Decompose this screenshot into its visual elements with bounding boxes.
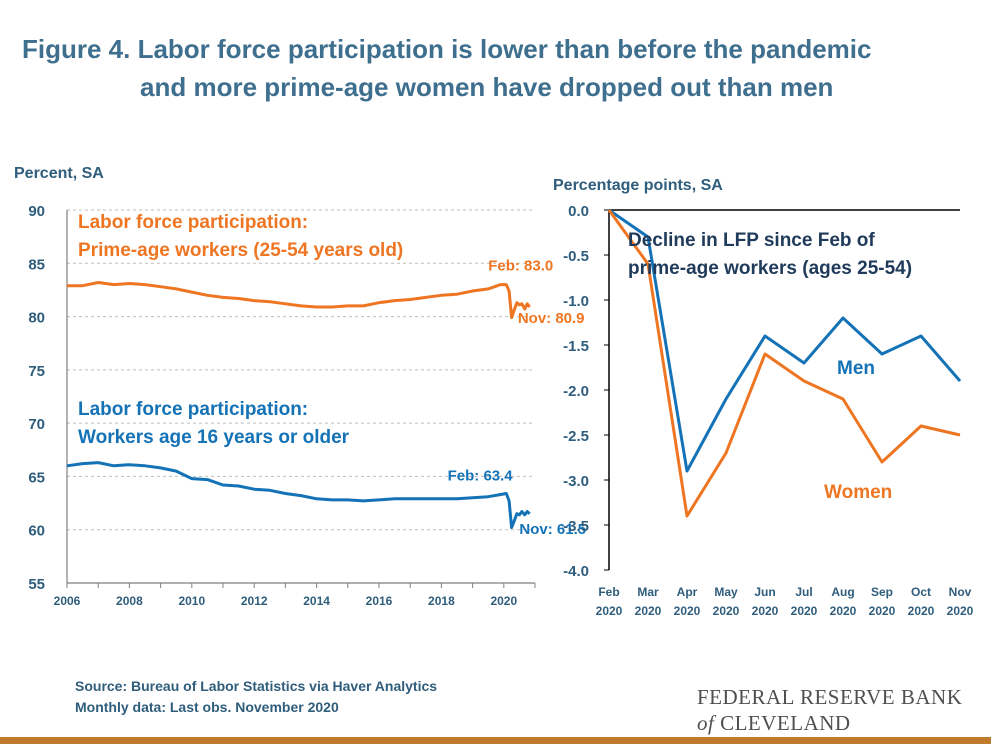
right-x-tick-month: Jul (795, 585, 812, 599)
men-decline-line (608, 208, 962, 473)
source-text: Source: Bureau of Labor Statistics via H… (75, 678, 438, 694)
right-axes (604, 209, 960, 571)
figure-title-line2: and more prime-age women have dropped ou… (140, 72, 834, 102)
left-annotations: Feb: 83.0 Nov: 80.9 Feb: 63.4 Nov: 61.5 (448, 258, 586, 538)
bottom-rule (0, 737, 991, 744)
left-gridlines (67, 209, 535, 531)
frb-cleveland-logo: FEDERAL RESERVE BANK of CLEVELAND (697, 684, 962, 736)
right-x-tick-month: Apr (677, 585, 698, 599)
logo-line1: FEDERAL RESERVE BANK (697, 685, 963, 709)
right-y-tick-label: -1.0 (563, 293, 589, 310)
right-y-tick-label: -3.0 (563, 473, 589, 490)
left-y-tick-label: 60 (28, 523, 45, 540)
right-x-tick-year: 2020 (830, 604, 857, 618)
right-x-tick-month: Aug (831, 585, 854, 599)
right-y-tick-label: -2.0 (563, 383, 589, 400)
left-unit-label: Percent, SA (14, 165, 104, 182)
age-16plus-lfp-line (66, 461, 531, 530)
right-x-tick-year: 2020 (674, 604, 701, 618)
left-y-tick-label: 80 (28, 310, 45, 327)
right-x-tick-month: Oct (911, 585, 931, 599)
data-note-text: Monthly data: Last obs. November 2020 (75, 699, 339, 715)
right-chart: Percentage points, SA 0.0 -0.5 -1.0 -1.5 -2.… (553, 177, 974, 618)
left-x-tick-label: 2014 (303, 594, 330, 608)
right-x-tick-year: 2020 (596, 604, 623, 618)
right-x-tick-month: Sep (871, 585, 893, 599)
right-x-tick-month: May (714, 585, 738, 599)
right-x-tick-year: 2020 (752, 604, 779, 618)
right-y-tick-label: -2.5 (563, 428, 589, 445)
left-annotation: Nov: 61.5 (519, 521, 586, 538)
right-x-tick-year: 2020 (908, 604, 935, 618)
left-axes (66, 210, 536, 588)
left-y-tick-label: 55 (28, 576, 45, 593)
source-note: Source: Bureau of Labor Statistics via H… (75, 676, 437, 718)
right-y-tick-label: -1.5 (563, 338, 589, 355)
left-annotation: Nov: 80.9 (518, 310, 585, 327)
legend-label-women: Women (824, 482, 892, 503)
right-chart-title-line2: prime-age workers (ages 25-54) (628, 258, 912, 279)
series-label-16plus-line1: Labor force participation: (78, 399, 308, 420)
legend-label-men: Men (837, 358, 875, 379)
left-annotation: Feb: 83.0 (488, 258, 553, 275)
left-x-tick-label: 2018 (428, 594, 455, 608)
right-x-tick-month: Nov (949, 585, 972, 599)
right-y-tick-label: -0.5 (563, 248, 589, 265)
logo-of: of (697, 711, 715, 735)
series-label-prime-age-line1: Labor force participation: (78, 212, 308, 233)
right-x-tick-year: 2020 (947, 604, 974, 618)
right-x-tick-year: 2020 (713, 604, 740, 618)
figure-title-line1: Figure 4. Labor force participation is l… (22, 34, 872, 64)
logo-line2: CLEVELAND (720, 711, 851, 735)
left-series-labels: Labor force participation: Prime-age wor… (78, 212, 403, 448)
left-series-lines (66, 281, 531, 530)
right-series-lines (607, 208, 962, 518)
right-chart-title-line1: Decline in LFP since Feb of (628, 230, 875, 251)
left-x-tick-label: 2010 (178, 594, 205, 608)
left-x-tick-label: 2020 (490, 594, 517, 608)
left-x-tick-label: 2012 (241, 594, 268, 608)
right-x-tick-labels: Feb 2020 Mar 2020 Apr 2020 May 2020 Jun 2020 Jul 20… (596, 585, 974, 618)
left-x-tick-label: 2008 (116, 594, 143, 608)
series-label-16plus-line2: Workers age 16 years or older (78, 427, 350, 448)
right-y-tick-label: 0.0 (568, 203, 589, 220)
right-x-tick-year: 2020 (791, 604, 818, 618)
left-x-tick-label: 2016 (366, 594, 393, 608)
right-y-tick-label: -4.0 (563, 563, 589, 580)
left-x-tick-label: 2006 (54, 594, 81, 608)
left-annotation: Feb: 63.4 (448, 468, 514, 485)
women-decline-line (607, 209, 961, 518)
left-chart: Percent, SA 90 85 80 75 70 65 60 55 2006 2008 201… (14, 165, 586, 608)
right-x-tick-month: Mar (637, 585, 659, 599)
left-y-tick-label: 65 (28, 469, 45, 486)
series-label-prime-age-line2: Prime-age workers (25-54 years old) (78, 240, 403, 261)
left-x-tick-labels: 2006 2008 2010 2012 2014 2016 2018 2020 (54, 594, 518, 608)
left-y-tick-label: 85 (28, 256, 45, 273)
left-y-tick-label: 70 (28, 416, 45, 433)
right-x-tick-year: 2020 (869, 604, 896, 618)
left-y-tick-labels: 90 85 80 75 70 65 60 55 (28, 203, 45, 593)
prime-age-lfp-line (67, 281, 531, 320)
right-y-tick-label: -3.5 (563, 518, 589, 535)
right-x-tick-year: 2020 (635, 604, 662, 618)
right-x-tick-month: Feb (598, 585, 619, 599)
right-unit-label: Percentage points, SA (553, 177, 723, 194)
right-y-tick-labels: 0.0 -0.5 -1.0 -1.5 -2.0 -2.5 -3.0 -3.5 -4.0 (563, 203, 589, 580)
left-y-tick-label: 75 (28, 363, 45, 380)
right-x-tick-month: Jun (754, 585, 775, 599)
left-y-tick-label: 90 (28, 203, 45, 220)
